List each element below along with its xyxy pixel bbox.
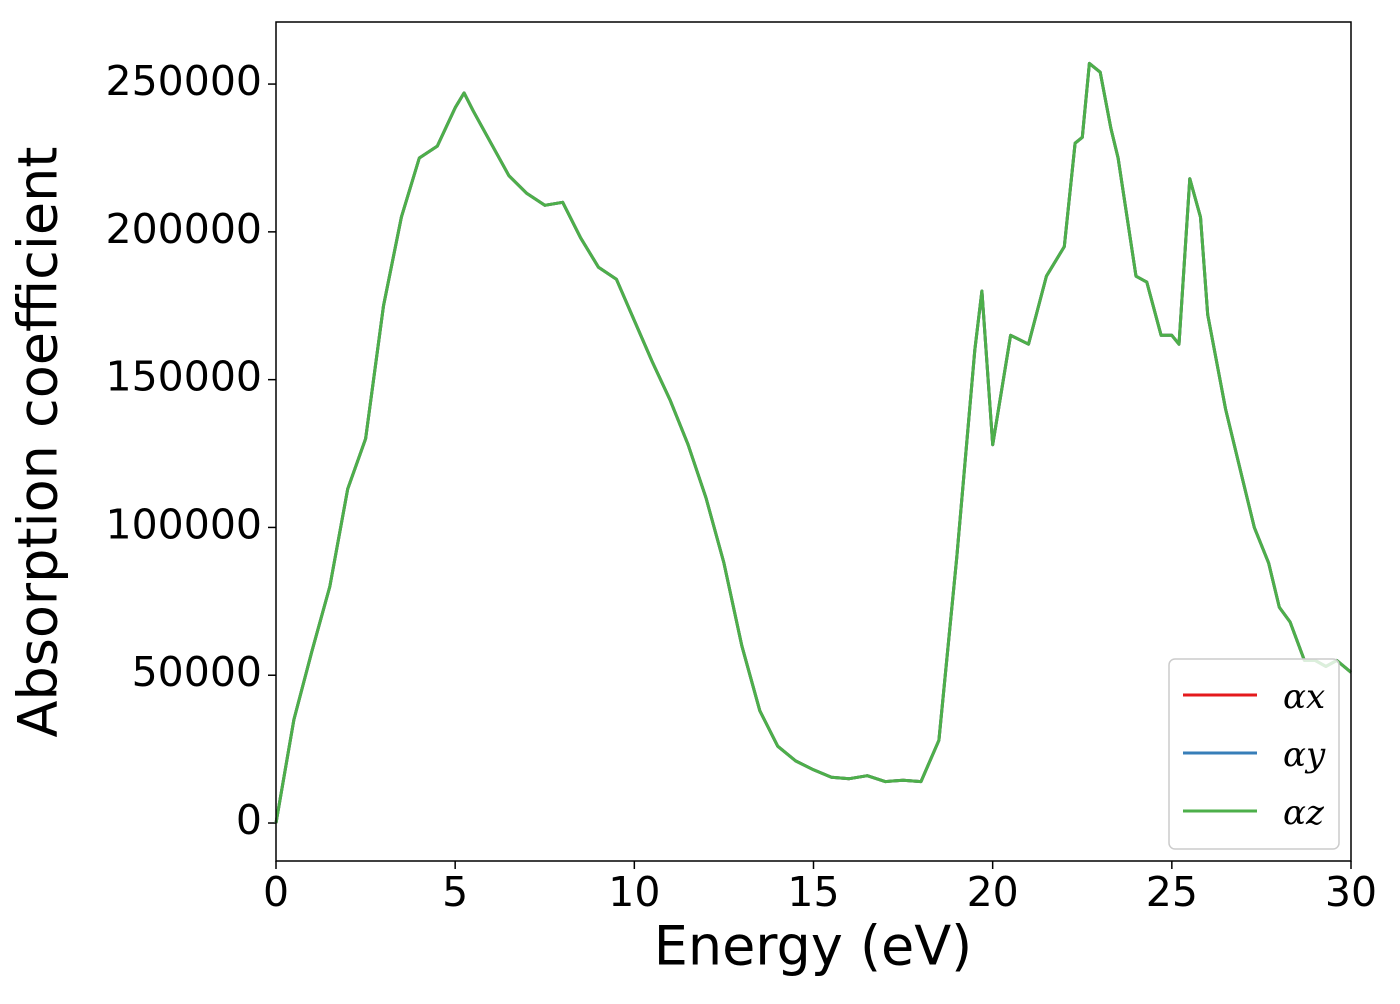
plot-frame xyxy=(275,21,1352,862)
y-tick-label: 150000 xyxy=(105,353,262,401)
legend-label: αx xyxy=(1283,677,1325,717)
y-axis-label: Absorption coefficient xyxy=(7,147,70,738)
legend-label: αy xyxy=(1283,735,1326,775)
y-tick-label: 100000 xyxy=(105,500,262,548)
x-axis-label: Energy (eV) xyxy=(654,915,973,978)
x-tick-label: 30 xyxy=(1325,868,1377,916)
legend-label: αz xyxy=(1283,793,1325,833)
y-tick-label: 200000 xyxy=(105,205,262,253)
x-tick-label: 10 xyxy=(608,868,660,916)
x-tick-label: 20 xyxy=(967,868,1019,916)
x-tick-label: 5 xyxy=(442,868,468,916)
y-tick-label: 0 xyxy=(236,796,262,844)
x-tick-label: 25 xyxy=(1146,868,1198,916)
y-tick-label: 50000 xyxy=(132,648,262,696)
data-line xyxy=(274,61,1352,824)
x-tick-label: 15 xyxy=(787,868,839,916)
y-tick-label: 250000 xyxy=(105,57,262,105)
x-tick-label: 0 xyxy=(263,868,289,916)
